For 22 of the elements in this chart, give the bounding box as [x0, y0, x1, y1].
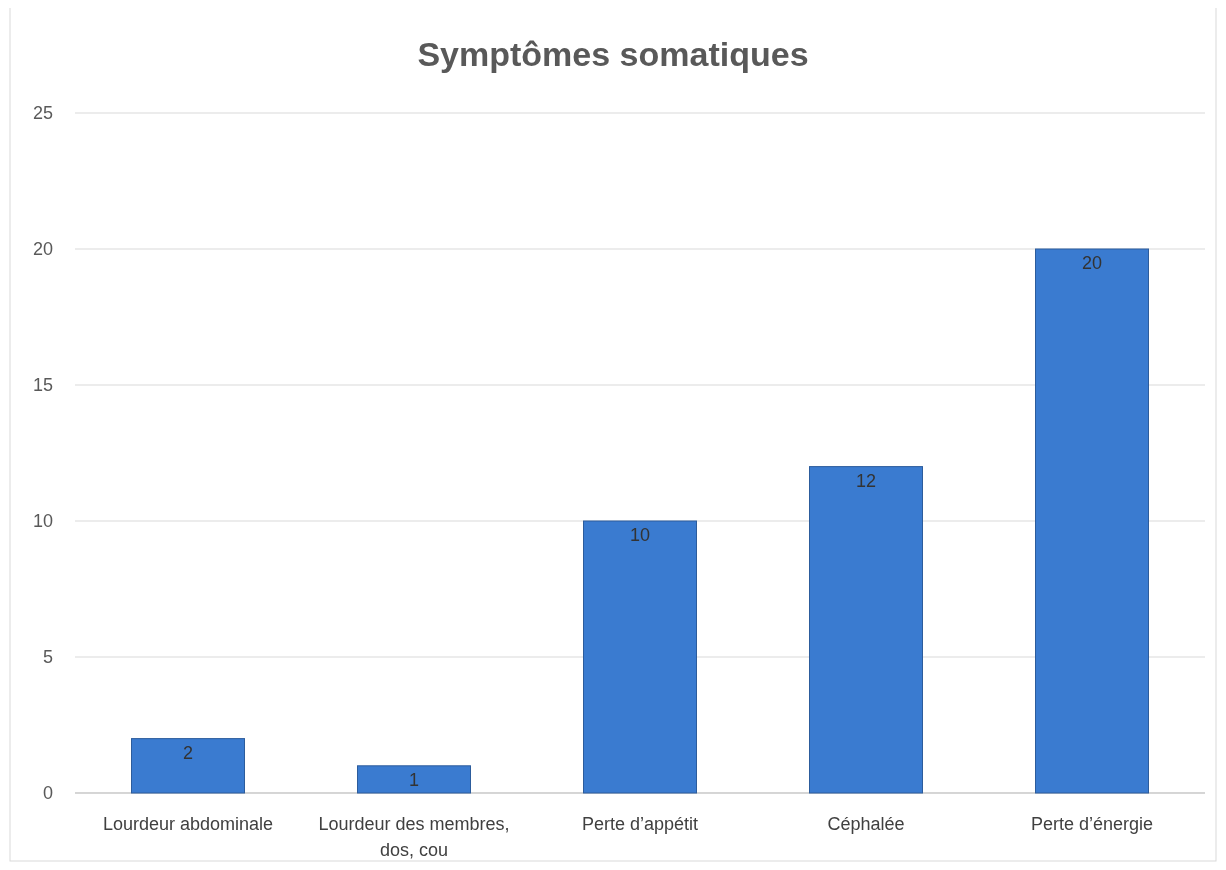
x-tick-label: Lourdeur abdominale [102, 814, 274, 834]
y-tick-label: 25 [32, 103, 53, 124]
data-label: 10 [629, 525, 651, 545]
y-tick-label: 5 [42, 647, 53, 668]
bar [357, 765, 471, 794]
y-tick-label: 20 [32, 239, 53, 260]
data-label: 12 [855, 470, 877, 491]
x-tick-label: Lourdeur des membres, dos, cou [318, 814, 510, 860]
x-tick-label: Perte d’appétit [581, 814, 699, 834]
data-label: 1 [408, 769, 420, 790]
data-label: 2 [182, 742, 194, 763]
y-tick-label: 0 [42, 783, 53, 804]
data-label: 20 [1081, 253, 1103, 273]
bar [1035, 248, 1149, 794]
y-tick-label: 10 [32, 511, 53, 532]
y-tick-label: 15 [32, 375, 53, 396]
chart-title: Symptômes somatiques [417, 35, 809, 73]
x-tick-label: Céphalée [827, 814, 905, 834]
bar [809, 466, 923, 794]
x-tick-label: Perte d’énergie [1030, 814, 1154, 834]
bar [131, 738, 245, 794]
bar [583, 520, 697, 794]
